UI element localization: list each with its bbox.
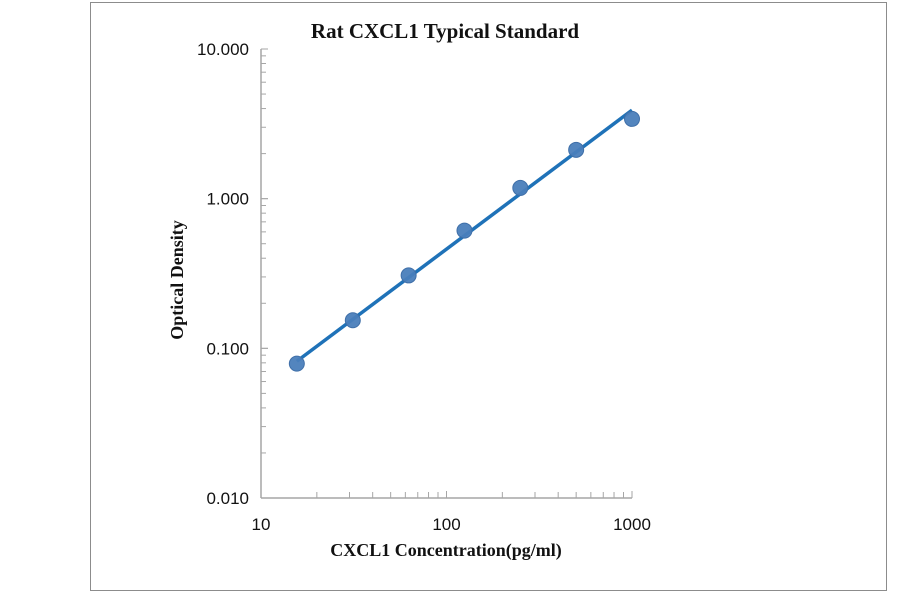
data-point xyxy=(512,179,529,196)
data-point xyxy=(344,312,361,329)
x-tick-label: 1000 xyxy=(613,515,651,534)
data-point xyxy=(624,110,640,127)
data-point xyxy=(456,222,473,239)
chart-frame xyxy=(90,2,887,591)
y-tick-label: 10.000 xyxy=(197,40,249,59)
x-axis-label: CXCL1 Concentration(pg/ml) xyxy=(330,540,562,561)
x-tick-label: 100 xyxy=(432,515,460,534)
y-axis-label: Optical Density xyxy=(167,220,187,340)
y-tick-label: 1.000 xyxy=(206,190,249,209)
data-point xyxy=(288,355,305,372)
x-tick-label: 10 xyxy=(252,515,271,534)
data-point xyxy=(568,141,585,158)
data-point xyxy=(400,267,417,284)
y-tick-label: 0.100 xyxy=(206,339,249,358)
y-tick-label: 0.010 xyxy=(206,489,249,508)
chart-title: Rat CXCL1 Typical Standard xyxy=(311,19,580,43)
